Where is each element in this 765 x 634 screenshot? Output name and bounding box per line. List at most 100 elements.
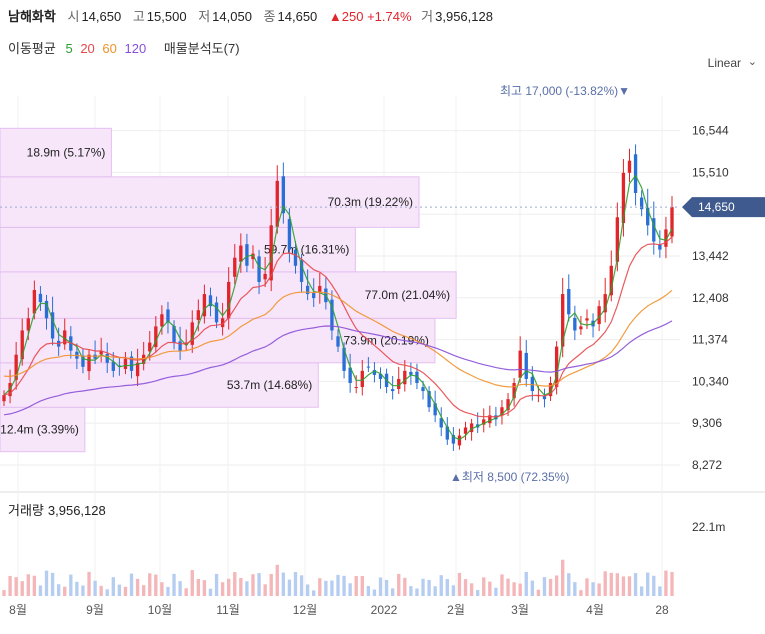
volume-bar xyxy=(372,589,377,596)
volume-bar xyxy=(330,580,334,596)
volume-bar xyxy=(305,584,310,596)
candle-body xyxy=(403,370,407,385)
volume-bar xyxy=(512,582,516,596)
candle-body xyxy=(409,371,413,375)
volume-bar xyxy=(239,577,243,596)
ma-5[interactable]: 5 xyxy=(65,41,73,56)
volume-bar xyxy=(384,579,389,596)
volume-bar xyxy=(336,574,340,596)
candle-body xyxy=(20,330,24,360)
candle-body xyxy=(44,300,49,319)
volume-bar xyxy=(427,580,431,596)
candle-body xyxy=(287,219,292,250)
volume-profile-bar xyxy=(0,362,319,408)
candle-body xyxy=(378,373,383,379)
x-tick-label: 2022 xyxy=(371,603,398,617)
volume-profile-label: 18.9m (5.17%) xyxy=(27,146,106,160)
candle-body xyxy=(305,285,310,295)
volume-panel-value: 3,956,128 xyxy=(47,503,106,518)
volume-profile-label[interactable]: 매물분석도(7) xyxy=(163,41,240,56)
volume-bar xyxy=(275,564,279,596)
candle-body xyxy=(609,265,613,296)
volume-bar xyxy=(14,577,18,596)
candle-body xyxy=(482,419,486,425)
volume-bar xyxy=(26,574,30,596)
volume-bar xyxy=(390,588,395,596)
candle-body xyxy=(421,387,425,392)
volume-bar xyxy=(567,573,571,596)
volume-bar xyxy=(524,571,528,596)
ma-20[interactable]: 20 xyxy=(80,41,95,56)
candle-body xyxy=(664,229,668,247)
volume-bar xyxy=(403,577,407,596)
x-tick-label: 2월 xyxy=(447,603,465,617)
volume-panel-header: 거래량 3,956,128 xyxy=(8,500,106,519)
open-label: 시 xyxy=(67,9,80,24)
ma-label[interactable]: 이동평균 xyxy=(8,41,56,56)
candle-body xyxy=(542,396,547,400)
volume-bar xyxy=(409,586,413,596)
x-tick-label: 3월 xyxy=(511,603,529,617)
volume-bar xyxy=(233,572,237,596)
candle-body xyxy=(2,395,6,402)
volume-bar xyxy=(658,586,662,596)
volume-bar xyxy=(293,572,298,596)
candle-body xyxy=(633,154,638,194)
candle-body xyxy=(451,435,456,444)
volume-bar xyxy=(439,575,443,596)
volume-bar xyxy=(366,585,371,596)
volume-bar xyxy=(148,573,152,596)
volume-bar xyxy=(469,583,474,596)
ma-60[interactable]: 60 xyxy=(102,41,117,56)
candle-body xyxy=(135,362,140,377)
volume-bar xyxy=(87,571,91,596)
high-annotation: 최고 17,000 (-13.82%)▼ xyxy=(500,84,630,98)
candle-body xyxy=(652,218,656,242)
volume-bar xyxy=(129,573,134,596)
candle-body xyxy=(63,330,67,345)
volume-bar xyxy=(214,573,219,596)
volume-bar xyxy=(38,585,43,596)
stock-name: 남해화학 xyxy=(8,9,56,24)
candle-body xyxy=(26,318,30,331)
candle-body xyxy=(239,245,243,262)
volume-panel-label: 거래량 xyxy=(8,503,44,518)
candle-body xyxy=(439,418,443,428)
candle-body xyxy=(621,172,626,224)
chevron-down-icon: ⌄ xyxy=(747,56,757,68)
volume-bar xyxy=(518,583,522,596)
candle-body xyxy=(111,361,115,371)
candle-body xyxy=(87,354,91,372)
volume-bar xyxy=(105,589,109,596)
volume-bar xyxy=(20,581,24,596)
volume-bar xyxy=(621,576,626,596)
volume-bar xyxy=(99,585,103,596)
candle-body xyxy=(585,318,589,321)
candle-body xyxy=(457,435,462,446)
volume-bar xyxy=(603,571,607,596)
close-label: 종 xyxy=(263,9,276,24)
volume-profile-label: 70.3m (19.22%) xyxy=(328,195,413,209)
volume-bar xyxy=(220,582,225,596)
volume-bar xyxy=(463,579,468,596)
volume-bar xyxy=(142,585,146,596)
ma-120[interactable]: 120 xyxy=(124,41,147,56)
volume-bar xyxy=(50,572,55,596)
volume-bar xyxy=(536,589,541,596)
current-price-tag-label: 14,650 xyxy=(698,200,735,214)
volume-bar xyxy=(123,586,128,596)
volume-bar xyxy=(433,586,437,596)
ma-120-line xyxy=(3,320,673,416)
candle-body xyxy=(469,423,474,433)
volume-bar xyxy=(585,578,589,596)
volume-bar xyxy=(591,582,595,596)
volume-bar xyxy=(348,583,352,596)
volume-profile-label: 12.4m (3.39%) xyxy=(0,422,79,436)
y-tick-label: 12,408 xyxy=(692,291,729,305)
candle-body xyxy=(166,309,170,323)
volume-bar xyxy=(615,573,620,596)
scale-selector[interactable]: Linear ⌄ xyxy=(708,56,757,70)
volume-bar xyxy=(378,577,383,596)
x-tick-label: 4월 xyxy=(586,603,604,617)
